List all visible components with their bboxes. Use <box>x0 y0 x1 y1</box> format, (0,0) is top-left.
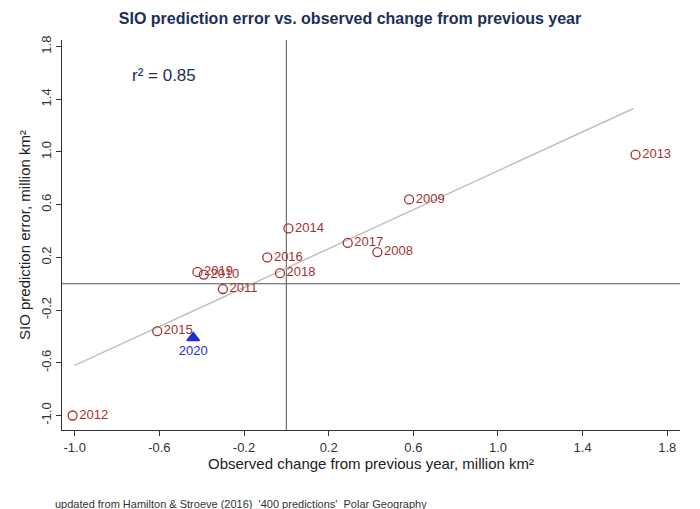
svg-text:0.2: 0.2 <box>39 246 54 264</box>
svg-text:2020: 2020 <box>179 343 208 358</box>
svg-text:2008: 2008 <box>384 243 413 258</box>
svg-text:0.6: 0.6 <box>39 194 54 212</box>
svg-text:2012: 2012 <box>79 407 108 422</box>
svg-text:2011: 2011 <box>229 280 257 295</box>
svg-text:-0.6: -0.6 <box>148 440 170 455</box>
svg-text:r² = 0.85: r² = 0.85 <box>132 66 196 85</box>
svg-text:1.8: 1.8 <box>658 440 676 455</box>
svg-text:2016: 2016 <box>274 249 303 264</box>
svg-text:2017: 2017 <box>354 234 383 249</box>
svg-text:2015: 2015 <box>164 322 193 337</box>
svg-text:SIO prediction error vs. obser: SIO prediction error vs. observed change… <box>119 10 581 27</box>
svg-text:-1.0: -1.0 <box>63 440 85 455</box>
svg-text:-0.2: -0.2 <box>233 440 255 455</box>
svg-text:Observed change from previous: Observed change from previous year, mill… <box>208 455 534 472</box>
svg-text:1.4: 1.4 <box>39 88 54 106</box>
svg-text:2009: 2009 <box>416 191 445 206</box>
svg-text:2013: 2013 <box>642 146 671 161</box>
svg-text:2019: 2019 <box>204 263 233 278</box>
svg-text:2014: 2014 <box>295 220 324 235</box>
svg-text:SIO prediction error, million: SIO prediction error, million km² <box>16 130 33 340</box>
svg-text:updated from Hamilton & Stroev: updated from Hamilton & Stroeve (2016) '… <box>55 498 427 509</box>
svg-text:-0.2: -0.2 <box>39 297 54 319</box>
svg-text:1.8: 1.8 <box>39 36 54 54</box>
svg-text:2010: 2010 <box>210 266 239 281</box>
svg-text:1.0: 1.0 <box>489 440 507 455</box>
svg-text:0.6: 0.6 <box>404 440 422 455</box>
svg-text:-1.0: -1.0 <box>39 402 54 424</box>
svg-text:0.2: 0.2 <box>320 440 338 455</box>
svg-text:-0.6: -0.6 <box>39 350 54 372</box>
svg-text:1.4: 1.4 <box>574 440 592 455</box>
svg-text:1.0: 1.0 <box>39 141 54 159</box>
svg-text:2018: 2018 <box>287 264 316 279</box>
